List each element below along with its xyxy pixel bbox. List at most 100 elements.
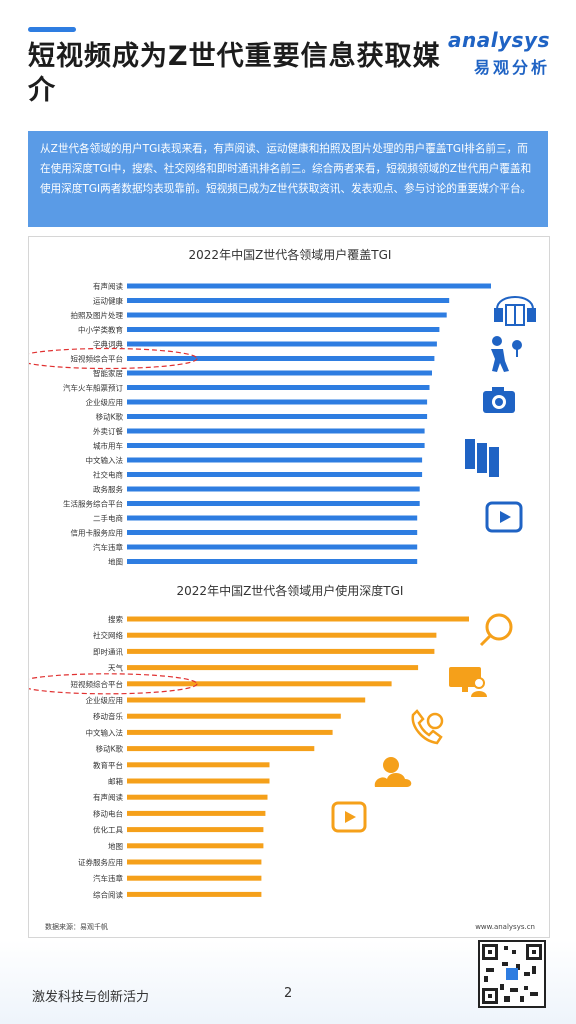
- bar-2-11: [127, 794, 268, 800]
- bar-1-14: [127, 486, 420, 492]
- bar-1-12: [127, 457, 423, 463]
- category-label: 短视频综合平台: [71, 354, 124, 364]
- bar-1-8: [127, 399, 428, 405]
- category-label: 教育平台: [93, 760, 123, 770]
- category-label: 中文输入法: [86, 455, 124, 465]
- category-label: 移动K歌: [96, 412, 124, 422]
- bar-2-13: [127, 827, 264, 833]
- category-label: 企业级应用: [86, 695, 124, 705]
- bar-1-9: [127, 414, 428, 419]
- category-label: 邮箱: [108, 776, 123, 786]
- bar-2-1: [127, 632, 437, 638]
- category-label: 天气: [108, 663, 123, 673]
- category-label: 证券服务应用: [78, 857, 123, 867]
- category-label: 地图: [108, 841, 123, 851]
- search-icon: [479, 613, 513, 647]
- bar-1-15: [127, 501, 420, 506]
- category-label: 社交电商: [93, 470, 123, 480]
- bar-1-2: [127, 312, 447, 318]
- category-label: 字典词典: [93, 339, 123, 349]
- bar-1-7: [127, 385, 430, 390]
- bar-1-13: [127, 472, 423, 477]
- bar-1-10: [127, 428, 425, 434]
- bar-1-4: [127, 341, 437, 347]
- category-label: 二手电商: [93, 513, 123, 523]
- title-accent-bar: [28, 27, 76, 32]
- headphones-book-icon: [494, 296, 536, 326]
- category-label: 生活服务综合平台: [63, 499, 123, 509]
- category-label: 移动音乐: [93, 711, 123, 721]
- bar-2-5: [127, 697, 366, 703]
- site-url: www.analysys.cn: [475, 923, 535, 931]
- bar-2-12: [127, 810, 266, 816]
- phone-call-icon: [411, 709, 444, 745]
- bar-2-0: [127, 616, 469, 622]
- bar-2-10: [127, 778, 270, 784]
- logo-chinese: 易观分析: [473, 58, 550, 77]
- logo-english: analysys: [448, 28, 550, 52]
- qr-code: [478, 940, 546, 1008]
- category-label: 智能家居: [93, 368, 123, 378]
- category-label: 搜索: [108, 614, 123, 624]
- short-video-icon: [331, 801, 367, 833]
- bar-2-16: [127, 875, 262, 881]
- bar-1-3: [127, 327, 440, 332]
- charts-svg: 2022年中国Z世代各领域用户覆盖TGI有声阅读运动健康拍照及图片处理中小学类教…: [29, 247, 536, 931]
- highlight-ellipse-1: [29, 347, 198, 370]
- bar-2-4: [127, 681, 392, 687]
- category-label: 拍照及图片处理: [71, 310, 124, 320]
- category-label: 信用卡服务应用: [71, 528, 124, 538]
- analysys-logo: analysys 易观分析: [448, 28, 550, 78]
- bar-1-1: [127, 298, 450, 303]
- category-label: 运动健康: [93, 296, 123, 306]
- bar-2-8: [127, 746, 315, 752]
- category-label: 中文输入法: [86, 727, 124, 737]
- bar-1-6: [127, 370, 432, 376]
- category-label: 移动电台: [93, 808, 123, 818]
- bar-2-2: [127, 648, 435, 654]
- category-label: 政务服务: [93, 484, 123, 494]
- bar-2-6: [127, 713, 341, 719]
- category-label: 汽车违章: [93, 542, 123, 552]
- category-label: 综合阅读: [93, 889, 123, 899]
- bar-1-18: [127, 544, 418, 550]
- category-label: 外卖订餐: [93, 426, 123, 436]
- category-label: 汽车火车船票预订: [63, 383, 123, 393]
- bar-2-15: [127, 859, 262, 865]
- page-number: 2: [284, 986, 293, 1001]
- table-tennis-icon: [491, 336, 522, 372]
- category-label: 中小学类教育: [78, 325, 123, 335]
- bar-2-14: [127, 843, 264, 849]
- category-label: 即时通讯: [93, 646, 123, 656]
- bar-1-5: [127, 356, 435, 361]
- bar-1-17: [127, 530, 418, 535]
- qr-pattern-icon: [482, 944, 542, 1004]
- charts-layer: 2022年中国Z世代各领域用户覆盖TGI有声阅读运动健康拍照及图片处理中小学类教…: [29, 247, 491, 899]
- category-label: 城市用车: [93, 441, 123, 451]
- highlight-ellipse-2: [29, 673, 198, 695]
- source-note: 数据来源：易观千帆: [45, 922, 108, 931]
- bar-1-11: [127, 443, 425, 448]
- page-title: 短视频成为Z世代重要信息获取媒介: [28, 41, 441, 106]
- category-label: 汽车违章: [93, 873, 123, 883]
- video-play-icon: [485, 501, 523, 533]
- footer-slogan: 激发科技与创新活力: [32, 990, 150, 1005]
- user-computer-icon: [449, 667, 487, 697]
- category-label: 有声阅读: [93, 792, 123, 802]
- chart-title-1: 2022年中国Z世代各领域用户覆盖TGI: [189, 247, 392, 262]
- category-label: 地图: [108, 557, 123, 567]
- category-label: 移动K歌: [96, 744, 124, 754]
- bar-2-7: [127, 729, 333, 735]
- chart-frame: 2022年中国Z世代各领域用户覆盖TGI 有声阅读 运动健康 拍照及图片处理 中小学类教…: [28, 236, 550, 938]
- bar-1-16: [127, 515, 418, 521]
- summary-box: 从Z世代各领域的用户TGI表现来看，有声阅读、运动健康和拍照及图片处理的用户覆盖…: [28, 131, 548, 227]
- bar-1-0: [127, 283, 491, 289]
- category-label: 有声阅读: [93, 281, 123, 291]
- bar-2-9: [127, 762, 270, 768]
- bar-1-19: [127, 559, 418, 564]
- category-label: 企业级应用: [86, 397, 124, 407]
- category-label: 优化工具: [93, 825, 123, 835]
- weather-icon: [374, 757, 412, 787]
- books-icon: [465, 439, 499, 477]
- category-label: 短视频综合平台: [71, 679, 124, 689]
